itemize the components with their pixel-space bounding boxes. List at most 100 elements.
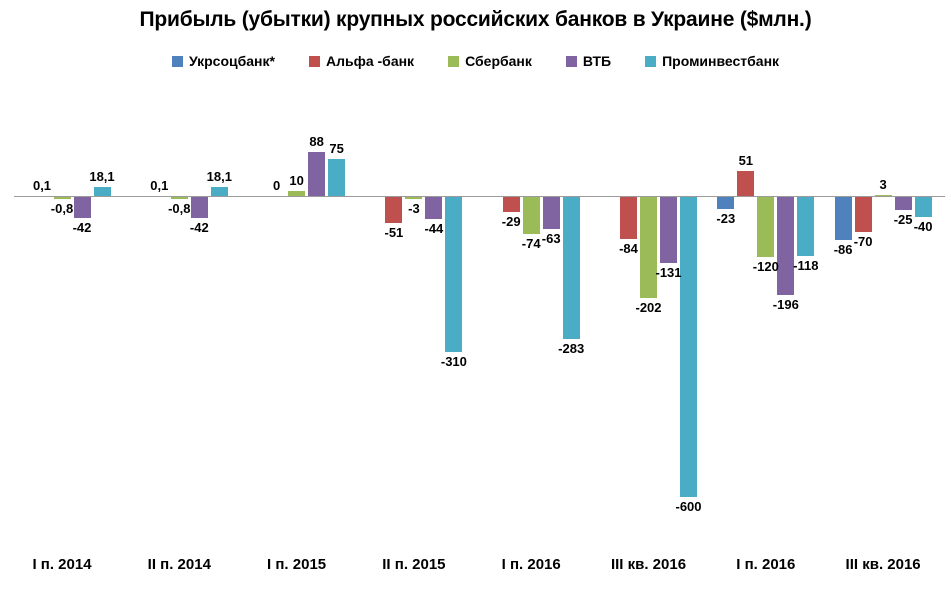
x-axis-label: III кв. 2016 <box>610 556 687 573</box>
legend-marker-icon <box>565 55 577 67</box>
bar-value-label: -196 <box>772 297 799 312</box>
bar-value-label: -283 <box>558 340 585 356</box>
bar-value-label: -63 <box>541 230 561 246</box>
bar-value-label: 0,1 <box>150 178 169 193</box>
bar <box>210 186 228 196</box>
bar <box>522 197 540 234</box>
bar <box>405 197 423 199</box>
bar-value-label: -29 <box>501 213 521 229</box>
bar-value-label: -42 <box>72 220 92 235</box>
legend-item-4: ВТБ <box>565 53 611 69</box>
bar <box>170 197 188 199</box>
legend-item-1: Укрсоцбанк* <box>171 53 275 69</box>
bar-value-label: 88 <box>309 134 324 149</box>
bar-value-label: -74 <box>521 236 541 251</box>
bar-value-label: -131 <box>655 264 682 280</box>
bar-value-label: -44 <box>424 221 444 236</box>
legend-marker-icon <box>308 55 320 67</box>
bar <box>53 197 71 199</box>
bar-value-label: 75 <box>329 140 344 156</box>
bar <box>777 197 795 295</box>
bar-value-label: -23 <box>716 210 736 226</box>
bar <box>385 197 403 223</box>
bar-value-label: 0,1 <box>32 178 52 193</box>
bar-value-label: -0,8 <box>168 200 191 216</box>
bar-value-label: 18,1 <box>206 168 232 184</box>
x-axis-labels: I п. 2014 II п. 2014 I п. 2015 II п. 2015 I … <box>0 556 951 580</box>
legend: Укрсоцбанк* Альфа -банк Сбербанк ВТБ Проминв… <box>0 53 951 69</box>
bar <box>190 197 208 218</box>
bar-value-label: -3 <box>408 200 420 216</box>
bar <box>542 197 560 229</box>
bar <box>894 197 912 210</box>
bar-value-label: -70 <box>853 234 873 249</box>
bar-value-label: -25 <box>893 211 913 227</box>
bar-value-label: -86 <box>833 242 853 257</box>
bar <box>737 170 755 196</box>
bar <box>93 186 111 196</box>
bar <box>445 197 463 352</box>
bar <box>854 197 872 232</box>
x-axis-label: I п. 2014 <box>32 556 92 573</box>
bar-value-label: 51 <box>738 152 754 168</box>
x-axis-label: I п. 2015 <box>267 556 327 573</box>
bar <box>425 197 443 219</box>
bar-value-label: -40 <box>913 219 933 234</box>
bar-value-label: -120 <box>752 259 779 274</box>
legend-item-label: Проминвестбанк <box>662 53 780 69</box>
bar <box>620 197 637 239</box>
legend-marker-icon <box>645 55 657 67</box>
bar <box>660 197 677 263</box>
bar <box>757 197 775 257</box>
legend-item-5: Проминвестбанк <box>645 53 779 69</box>
bar-value-label: -202 <box>635 300 662 315</box>
bar-value-label: -51 <box>384 224 404 240</box>
bar-value-label: 18,1 <box>89 168 115 184</box>
bar <box>308 152 326 196</box>
bar-group: -51 -3 -44 -310 <box>365 100 467 546</box>
bar-value-label: 0 <box>272 178 281 193</box>
legend-item-label: Сбербанк <box>465 53 532 69</box>
bar <box>874 194 892 196</box>
plot-area: 0,1 -0,8 -42 18,1 0,1 -0,8 -42 18,1 0 10 88 75 -51 -3… <box>0 100 951 546</box>
bar-value-label: -0,8 <box>50 200 74 216</box>
bar <box>73 197 91 218</box>
legend-marker-icon <box>171 55 183 67</box>
x-axis-line <box>14 196 945 197</box>
bar-group: 0,1 -0,8 -42 18,1 <box>14 100 115 546</box>
bar <box>680 197 697 497</box>
bar-group: 0 10 88 75 <box>248 100 346 546</box>
bar-value-label: -600 <box>675 499 702 514</box>
x-axis-label: I п. 2016 <box>736 556 796 573</box>
bar <box>640 197 657 298</box>
bar-value-label: -310 <box>440 354 467 369</box>
bar-group: -84 -202 -131 -600 <box>600 100 702 546</box>
legend-item-label: Укрсоцбанк* <box>188 53 275 69</box>
legend-item-2: Альфа -банк <box>308 53 415 69</box>
bar <box>797 197 815 256</box>
legend-item-label: Альфа -банк <box>325 53 415 69</box>
bar <box>502 197 520 212</box>
legend-marker-icon <box>448 55 460 67</box>
x-axis-label: III кв. 2016 <box>845 556 921 573</box>
bar-value-label: -118 <box>793 258 819 273</box>
bar <box>717 197 735 209</box>
x-axis-label: I п. 2016 <box>501 556 561 573</box>
bar-group: -29 -74 -63 -283 <box>483 100 584 546</box>
bar <box>914 197 932 217</box>
chart-title: Прибыль (убытки) крупных российских банк… <box>139 8 812 31</box>
bar <box>562 197 580 339</box>
bar-group: -86 -70 3 -25 -40 <box>833 100 933 546</box>
bar <box>834 197 852 240</box>
x-axis-label: II п. 2014 <box>147 556 211 573</box>
bar <box>328 158 346 196</box>
legend-item-3: Сбербанк <box>448 53 532 69</box>
bar-value-label: -84 <box>619 241 638 256</box>
bar-group: 0,1 -0,8 -42 18,1 <box>131 100 232 546</box>
bar-value-label: -42 <box>189 220 209 235</box>
bar-value-label: 3 <box>879 176 887 192</box>
bar-group: -23 51 -120 -196 -118 <box>716 100 818 546</box>
bar-value-label: 10 <box>289 173 304 188</box>
bar <box>288 191 306 196</box>
